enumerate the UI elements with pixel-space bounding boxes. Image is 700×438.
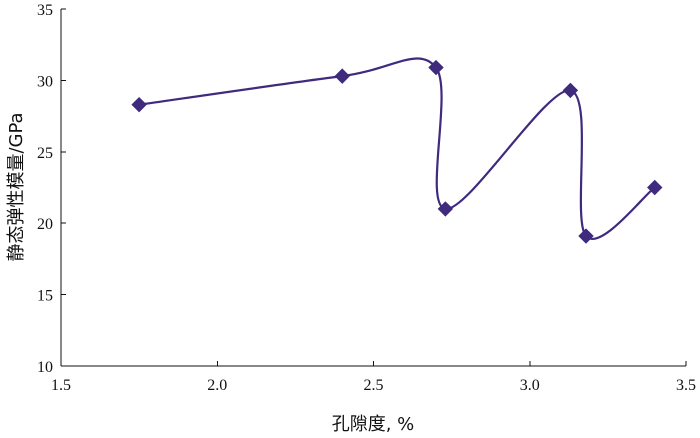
x-tick-label: 2.5 <box>364 377 384 394</box>
data-point-marker <box>334 68 350 84</box>
series-line <box>138 57 656 240</box>
data-point-marker <box>562 82 579 99</box>
axes <box>60 9 686 367</box>
y-tick-label: 35 <box>37 2 53 19</box>
x-tick-label: 3.5 <box>676 377 696 394</box>
y-tick-label: 25 <box>37 145 53 162</box>
y-axis-title: 静态弹性模量/GPa <box>6 112 27 261</box>
tick-labels: 1.5 2.0 2.5 3.0 3.5 10 15 20 25 30 35 <box>37 2 696 394</box>
x-axis-title: 孔隙度, % <box>332 414 415 435</box>
data-point-marker <box>578 228 594 244</box>
x-tick-label: 1.5 <box>51 377 71 394</box>
y-tick-label: 15 <box>37 288 53 305</box>
y-tick-label: 30 <box>37 73 53 90</box>
y-tick-label: 10 <box>37 359 53 376</box>
x-tick-label: 2.0 <box>207 377 227 394</box>
data-point-marker <box>428 59 444 76</box>
data-point-marker <box>437 201 454 217</box>
data-point-marker <box>647 179 663 196</box>
y-tick-label: 20 <box>37 216 53 233</box>
data-point-marker <box>131 96 147 113</box>
x-tick-label: 3.0 <box>520 377 540 394</box>
plot-series <box>131 57 663 244</box>
ticks <box>60 8 687 367</box>
